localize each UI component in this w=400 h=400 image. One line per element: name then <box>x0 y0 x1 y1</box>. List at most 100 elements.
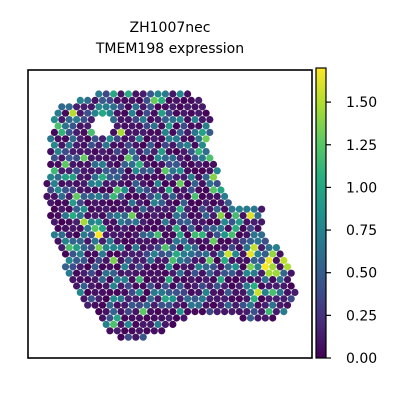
spot <box>180 301 188 309</box>
spot <box>165 148 173 156</box>
spot <box>180 122 188 130</box>
spot <box>80 244 88 252</box>
spot <box>239 301 247 309</box>
spot <box>243 282 251 290</box>
spot <box>176 269 184 277</box>
spot <box>221 205 229 213</box>
spot <box>150 109 158 117</box>
spot <box>65 205 73 213</box>
spot <box>76 186 84 194</box>
spot <box>206 116 214 124</box>
spot <box>195 212 203 220</box>
spot <box>165 276 173 284</box>
spot <box>165 199 173 207</box>
spot <box>117 295 125 303</box>
spot <box>121 148 129 156</box>
spot <box>132 231 140 239</box>
spot <box>106 148 114 156</box>
spot <box>158 327 166 335</box>
spot <box>117 244 125 252</box>
spot <box>154 154 162 162</box>
spot <box>65 231 73 239</box>
spot <box>61 263 70 271</box>
spot <box>91 288 99 296</box>
spot <box>139 103 147 111</box>
spot <box>198 128 206 136</box>
spot <box>54 109 62 117</box>
spot <box>180 212 188 220</box>
spot <box>176 180 184 188</box>
spot <box>61 135 70 143</box>
spot <box>172 212 181 220</box>
spot <box>169 205 177 213</box>
spot <box>106 109 114 117</box>
spot <box>280 308 288 316</box>
spot <box>272 244 280 252</box>
spot <box>113 237 121 245</box>
spot <box>184 205 192 213</box>
spot <box>195 263 203 271</box>
spot <box>135 160 144 168</box>
spot <box>209 250 218 258</box>
spot <box>195 186 203 194</box>
spot <box>217 263 225 271</box>
spot <box>124 320 132 328</box>
spot <box>206 154 214 162</box>
spot <box>180 148 188 156</box>
spot <box>202 186 210 194</box>
spot <box>150 148 158 156</box>
spot <box>206 167 214 175</box>
colorbar-ticks: 0.00 0.25 0.50 0.75 1.00 1.25 1.50 <box>326 95 377 367</box>
spot <box>135 199 144 207</box>
spot <box>50 141 59 149</box>
colorbar-tick-label: 1.25 <box>346 138 377 154</box>
spot <box>73 103 81 111</box>
spot <box>76 96 84 104</box>
spot <box>198 116 206 124</box>
spot <box>128 224 136 232</box>
spot <box>124 167 132 175</box>
spot <box>195 301 203 309</box>
spot <box>217 301 225 309</box>
spot <box>106 224 114 232</box>
spot <box>250 295 258 303</box>
spot <box>147 141 155 149</box>
spot <box>169 244 177 252</box>
spot <box>95 244 103 252</box>
spot <box>213 282 221 290</box>
spot <box>87 282 95 290</box>
spot <box>195 122 203 130</box>
spot <box>121 250 129 258</box>
spot <box>209 237 218 245</box>
spot <box>84 122 92 130</box>
spot <box>191 128 199 136</box>
spot <box>102 282 110 290</box>
spot <box>232 250 240 258</box>
spot <box>254 224 262 232</box>
spot <box>132 192 140 200</box>
spot <box>80 167 88 175</box>
spot <box>154 269 162 277</box>
spot <box>128 314 136 322</box>
spot <box>65 116 73 124</box>
spot <box>180 135 188 143</box>
spot <box>176 90 184 98</box>
spot <box>110 205 118 213</box>
spot <box>150 122 158 130</box>
spot <box>61 237 70 245</box>
spot <box>98 224 107 232</box>
spot <box>283 288 292 296</box>
spot <box>258 231 266 239</box>
spot <box>202 148 210 156</box>
spot <box>50 180 59 188</box>
spot <box>143 327 151 335</box>
spot <box>187 199 195 207</box>
spot <box>132 244 140 252</box>
spot <box>250 256 258 264</box>
spot <box>224 263 232 271</box>
spot <box>113 199 121 207</box>
spot <box>98 314 107 322</box>
spot <box>191 103 199 111</box>
spot <box>165 263 173 271</box>
spot <box>195 250 203 258</box>
